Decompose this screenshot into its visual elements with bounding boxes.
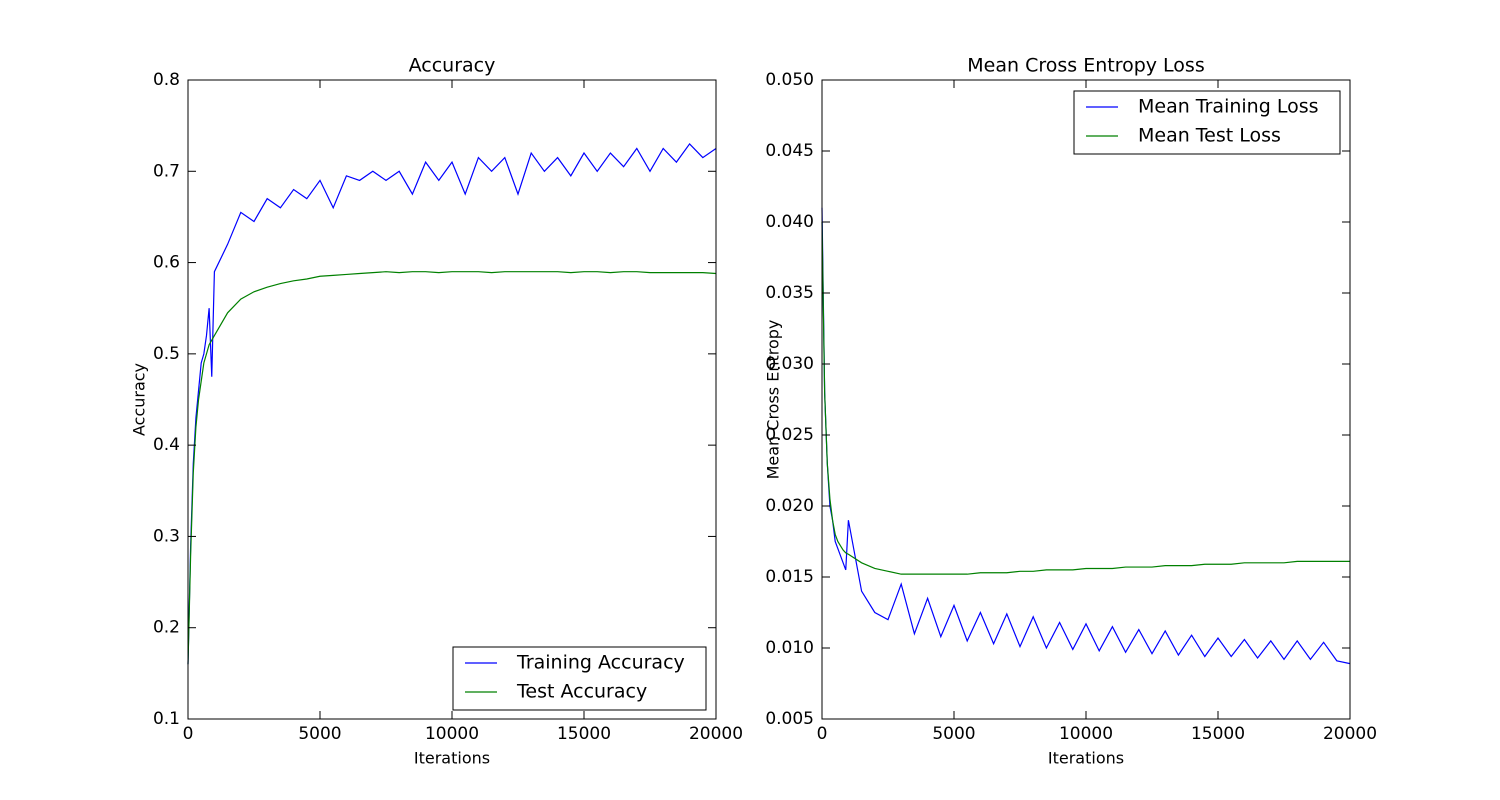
legend: Training Accuracy Test Accuracy bbox=[452, 646, 707, 711]
y-tick-label: 0.050 bbox=[765, 70, 814, 90]
chart-title: Mean Cross Entropy Loss bbox=[967, 55, 1204, 77]
y-tick-label: 0.040 bbox=[765, 212, 814, 232]
x-tick-label: 15000 bbox=[1191, 724, 1245, 744]
chart-title: Accuracy bbox=[409, 55, 496, 77]
x-tick-label: 20000 bbox=[1323, 724, 1377, 744]
series-line bbox=[821, 221, 1350, 575]
legend-label: Mean Training Loss bbox=[1138, 96, 1319, 118]
plot-frame bbox=[187, 79, 717, 720]
y-tick-label: 0.1 bbox=[153, 709, 180, 729]
y-tick-label: 0.4 bbox=[153, 435, 180, 455]
x-axis-label: Iterations bbox=[1048, 749, 1124, 768]
y-tick-label: 0.7 bbox=[153, 161, 180, 181]
y-tick-label: 0.045 bbox=[765, 141, 814, 161]
y-tick-label: 0.2 bbox=[153, 618, 180, 638]
legend-label: Test Accuracy bbox=[516, 681, 647, 703]
legend-label: Mean Test Loss bbox=[1138, 125, 1281, 147]
x-tick-label: 10000 bbox=[1059, 724, 1113, 744]
y-tick-label: 0.020 bbox=[765, 496, 814, 516]
y-axis-label: Mean Cross Entropy bbox=[764, 320, 783, 480]
y-tick-label: 0.5 bbox=[153, 344, 180, 364]
y-tick-label: 0.010 bbox=[765, 638, 814, 658]
y-tick-label: 0.8 bbox=[153, 70, 180, 90]
x-tick-label: 10000 bbox=[425, 724, 479, 744]
y-tick-label: 0.6 bbox=[153, 253, 180, 273]
y-tick-label: 0.030 bbox=[765, 354, 814, 374]
legend-box bbox=[1073, 90, 1341, 155]
y-tick-label: 0.005 bbox=[765, 709, 814, 729]
legend-box bbox=[452, 646, 707, 711]
y-tick-label: 0.025 bbox=[765, 425, 814, 445]
y-tick-label: 0.3 bbox=[153, 526, 180, 546]
y-axis-label: Accuracy bbox=[130, 363, 149, 436]
series-line bbox=[821, 207, 1351, 665]
y-tick-label: 0.015 bbox=[765, 567, 814, 587]
x-tick-label: 20000 bbox=[689, 724, 743, 744]
x-tick-label: 15000 bbox=[557, 724, 611, 744]
x-axis-label: Iterations bbox=[414, 749, 490, 768]
legend-label: Training Accuracy bbox=[516, 652, 685, 674]
x-tick-label: 5000 bbox=[298, 724, 341, 744]
series-line bbox=[187, 142, 717, 665]
series-line bbox=[187, 271, 717, 665]
x-tick-label: 0 bbox=[817, 724, 828, 744]
x-tick-label: 0 bbox=[183, 724, 194, 744]
legend: Mean Training Loss Mean Test Loss bbox=[1073, 90, 1341, 155]
x-tick-label: 5000 bbox=[932, 724, 975, 744]
y-tick-label: 0.035 bbox=[765, 283, 814, 303]
